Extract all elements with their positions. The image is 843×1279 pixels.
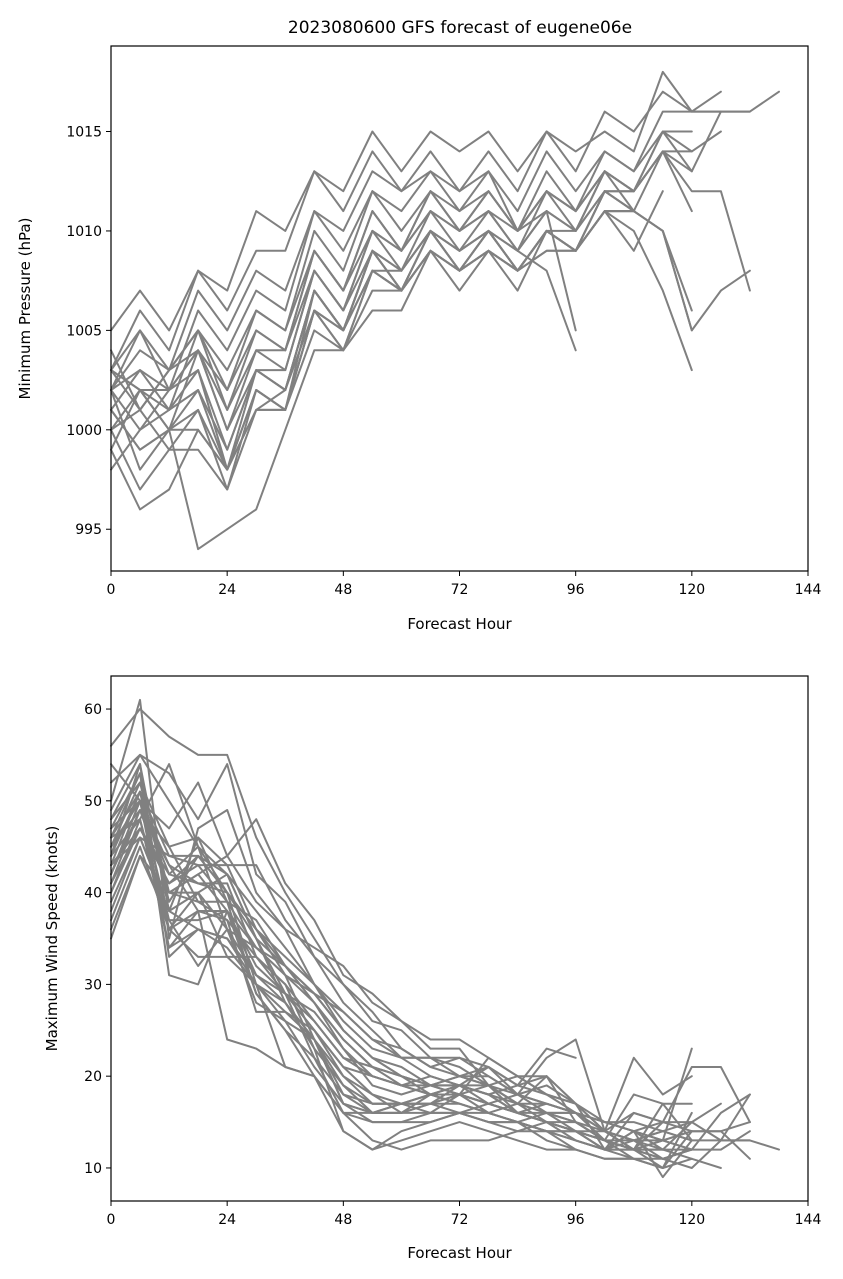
wind-x-tick-label: 48: [334, 1212, 352, 1228]
pressure-y-tick-label: 1005: [66, 323, 102, 339]
wind-member-line-28: [110, 818, 693, 1151]
chart-title: 2023080600 GFS forecast of eugene06e: [288, 18, 632, 38]
wind-member-line-30: [110, 799, 693, 1160]
pressure-member-line-9: [110, 150, 751, 451]
pressure-x-axis-label: Forecast Hour: [407, 615, 512, 633]
wind-y-axis-label: Maximum Wind Speed (knots): [43, 826, 61, 1052]
wind-member-line-11: [110, 827, 693, 1169]
wind-x-tick-label: 0: [107, 1212, 116, 1228]
wind-y-tick-label: 60: [84, 702, 102, 718]
wind-x-tick-label: 144: [795, 1212, 822, 1228]
wind-y-tick-label: 20: [84, 1069, 102, 1085]
pressure-x-tick-label: 48: [334, 582, 352, 598]
wind-member-line-4: [110, 698, 780, 1151]
wind-member-line-32: [110, 827, 693, 1151]
wind-member-line-3: [110, 753, 693, 1142]
wind-y-tick-label: 10: [84, 1161, 102, 1177]
pressure-member-line-2: [110, 90, 751, 372]
pressure-x-tick-label: 24: [218, 582, 236, 598]
wind-x-tick-label: 120: [678, 1212, 705, 1228]
pressure-member-line-19: [110, 150, 693, 491]
pressure-y-tick-label: 1000: [66, 423, 102, 439]
wind-plot-area: 0 24 48 72 96 120 144 10 20 30 40 50 60: [84, 698, 822, 1228]
pressure-member-line-11: [110, 210, 577, 411]
wind-member-line-12: [110, 836, 693, 1179]
pressure-member-line-17: [110, 210, 635, 551]
wind-panel: 0 24 48 72 96 120 144 10 20 30 40 50 60 Forecast Hou…: [43, 675, 822, 1262]
wind-member-line-27: [110, 827, 664, 1151]
pressure-y-axis-label: Minimum Pressure (hPa): [16, 218, 34, 400]
wind-y-tick-label: 50: [84, 794, 102, 810]
pressure-y-tick-label: 1015: [66, 125, 102, 141]
pressure-plot-area: 0 24 48 72 96 120 144 995 1000 1005 1010 1015: [66, 70, 822, 598]
wind-member-line-26: [110, 799, 664, 1151]
pressure-y-tick-label: 995: [75, 522, 102, 538]
wind-x-tick-label: 96: [567, 1212, 585, 1228]
wind-x-axis-label: Forecast Hour: [407, 1244, 512, 1262]
pressure-member-line-1: [110, 70, 722, 332]
pressure-x-tick-label: 96: [567, 582, 585, 598]
pressure-member-line-4: [110, 110, 722, 391]
wind-axes-frame: [110, 675, 809, 1202]
pressure-member-line-20: [110, 210, 635, 471]
wind-member-line-8: [110, 790, 722, 1142]
wind-member-line-2: [110, 763, 751, 1160]
wind-y-tick-label: 30: [84, 977, 102, 993]
wind-x-tick-label: 72: [451, 1212, 469, 1228]
pressure-member-line-3: [110, 90, 780, 391]
wind-y-tick-label: 40: [84, 886, 102, 902]
pressure-x-tick-label: 144: [795, 582, 822, 598]
wind-member-line-29: [110, 763, 693, 1160]
wind-member-line-33: [110, 809, 577, 1096]
pressure-axes-frame: [110, 45, 809, 572]
pressure-panel: 2023080600 GFS forecast of eugene06e 0 24…: [16, 18, 821, 633]
pressure-x-tick-label: 0: [107, 582, 116, 598]
wind-member-line-22: [110, 753, 693, 1133]
pressure-member-line-16: [110, 210, 693, 511]
pressure-x-tick-label: 120: [678, 582, 705, 598]
wind-x-tick-label: 24: [218, 1212, 236, 1228]
wind-member-line-25: [110, 809, 693, 1142]
pressure-x-tick-label: 72: [451, 582, 469, 598]
pressure-member-line-21: [110, 170, 635, 391]
wind-member-line-31: [110, 836, 635, 1142]
pressure-y-tick-label: 1010: [66, 224, 102, 240]
